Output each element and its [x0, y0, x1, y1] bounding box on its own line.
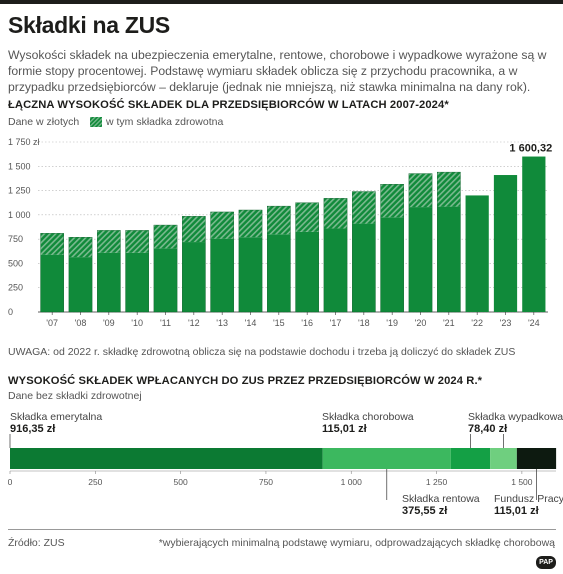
bar-base [323, 228, 348, 312]
bar-health-contribution [380, 184, 404, 218]
bar-base [437, 206, 461, 312]
bar-health-contribution [323, 198, 348, 229]
bar-base [210, 238, 234, 312]
footer-rule [8, 529, 556, 530]
bar-health-contribution [210, 211, 234, 239]
bar-health-contribution [97, 230, 121, 253]
bar-base [465, 195, 489, 312]
seg-value-rentowa: 375,55 zł [402, 505, 448, 517]
x-tick-label: '08 [75, 318, 87, 328]
bar-base [238, 237, 263, 312]
intro-text: Wysokości składek na ubezpieczenia emery… [8, 48, 547, 94]
legend-label: w tym składka zdrowotna [106, 116, 224, 128]
bar-base [493, 175, 518, 312]
y-tick-label: 750 [8, 234, 23, 244]
seg-fundusz [516, 448, 557, 469]
chart1-svg: 0 250 500 750 1 000 1 250 1 500 1 750 zł '07 '08 '… [8, 137, 552, 328]
x-tick-label: '17 [330, 318, 342, 328]
bar-base [352, 223, 376, 312]
seg-value-wypadkowa: 78,40 zł [468, 423, 508, 435]
x-tick-label: '13 [216, 318, 228, 328]
bar-health-contribution [182, 216, 206, 243]
y-tick-label: 250 [8, 283, 23, 293]
chart1-note: UWAGA: od 2022 r. składkę zdrowotną obli… [8, 346, 516, 358]
bar-health-contribution [125, 230, 149, 253]
x-tick-label: 0 [8, 477, 13, 487]
bar-health-contribution [68, 237, 93, 258]
x-tick-label: '21 [443, 318, 455, 328]
bar-health-contribution [238, 210, 263, 238]
y-tick-label: 1 750 zł [8, 137, 40, 147]
chart2-svg: 0 250 500 750 1 000 1 250 1 500 [8, 434, 557, 500]
seg-label-wypadkowa: Składka wypadkowa [468, 411, 563, 423]
seg-value-fundusz: 115,01 zł [494, 505, 539, 517]
bar-health-contribution [352, 191, 376, 224]
x-tick-label: '10 [131, 318, 143, 328]
seg-value-emerytalna: 916,35 zł [10, 423, 56, 435]
y-tick-label: 1 250 [8, 186, 31, 196]
bar-base [522, 156, 546, 312]
y-tick-label: 0 [8, 307, 13, 317]
x-tick-label: '07 [46, 318, 58, 328]
bar-health-contribution [437, 172, 461, 207]
x-tick-label: '14 [245, 318, 257, 328]
x-tick-label: '20 [415, 318, 427, 328]
bar-base [125, 252, 149, 312]
bar-health-contribution [267, 206, 291, 235]
pap-logo: PAP [536, 556, 556, 569]
seg-label-emerytalna: Składka emerytalna [10, 411, 103, 423]
bar-base [380, 217, 404, 312]
bar-base [68, 257, 93, 312]
chart2-subtitle: Dane bez składki zdrowotnej [8, 390, 142, 402]
bar-base [40, 254, 64, 312]
chart2-title: WYSOKOŚĆ SKŁADEK WPŁACANYCH DO ZUS PRZEZ… [8, 375, 483, 387]
seg-label-chorobowa: Składka chorobowa [322, 411, 414, 423]
seg-label-rentowa: Składka rentowa [402, 493, 480, 505]
legend-hatch-swatch [90, 117, 102, 127]
x-tick-label: 1 500 [511, 477, 533, 487]
bar-health-contribution [153, 225, 178, 249]
seg-value-chorobowa: 115,01 zł [322, 423, 367, 435]
seg-wypadkowa [490, 448, 517, 469]
chart1-unit-note: Dane w złotych [8, 116, 80, 128]
y-tick-label: 500 [8, 258, 23, 268]
bar-health-contribution [295, 202, 319, 232]
chart1-title: ŁĄCZNA WYSOKOŚĆ SKŁADEK DLA PRZEDSIĘBIOR… [8, 99, 449, 111]
bar-base [97, 252, 121, 312]
x-tick-label: '23 [500, 318, 512, 328]
x-tick-label: '15 [273, 318, 285, 328]
x-tick-label: 750 [259, 477, 273, 487]
top-rule [0, 0, 563, 4]
seg-emerytalna [10, 448, 323, 469]
x-tick-label: '19 [386, 318, 398, 328]
x-tick-label: 250 [88, 477, 102, 487]
source-text: Źródło: ZUS [8, 537, 65, 549]
footnote-text: *wybierających minimalną podstawę wymiar… [158, 537, 555, 549]
bar-base [182, 242, 206, 312]
x-tick-label: '18 [358, 318, 370, 328]
seg-rentowa [322, 448, 451, 469]
bar-health-contribution [408, 173, 433, 208]
seg-label-fundusz: Fundusz Pracy [494, 493, 563, 505]
bar-health-contribution [40, 233, 64, 255]
data-label: 1 600,32 [509, 143, 552, 155]
x-tick-label: 500 [174, 477, 188, 487]
x-tick-label: '22 [471, 318, 483, 328]
bar-base [408, 207, 433, 312]
bar-base [267, 234, 291, 312]
x-tick-label: 1 000 [341, 477, 363, 487]
seg-chorobowa [450, 448, 491, 469]
x-tick-label: '16 [301, 318, 313, 328]
x-tick-label: '09 [103, 318, 115, 328]
x-tick-label: '24 [528, 318, 540, 328]
bar-base [153, 248, 178, 312]
x-tick-label: '11 [160, 318, 171, 328]
x-tick-label: '12 [188, 318, 200, 328]
x-tick-label: 1 250 [426, 477, 448, 487]
y-tick-label: 1 500 [8, 161, 31, 171]
bar-base [295, 231, 319, 312]
y-tick-label: 1 000 [8, 210, 31, 220]
page-title: Składki na ZUS [8, 12, 170, 38]
